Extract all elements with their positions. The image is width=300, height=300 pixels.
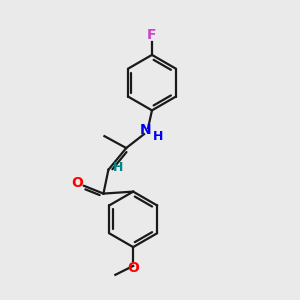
Text: O: O bbox=[72, 176, 84, 190]
Text: F: F bbox=[147, 28, 157, 42]
Text: H: H bbox=[153, 130, 163, 142]
Text: H: H bbox=[113, 161, 124, 174]
Text: N: N bbox=[140, 123, 152, 137]
Text: O: O bbox=[127, 261, 139, 275]
